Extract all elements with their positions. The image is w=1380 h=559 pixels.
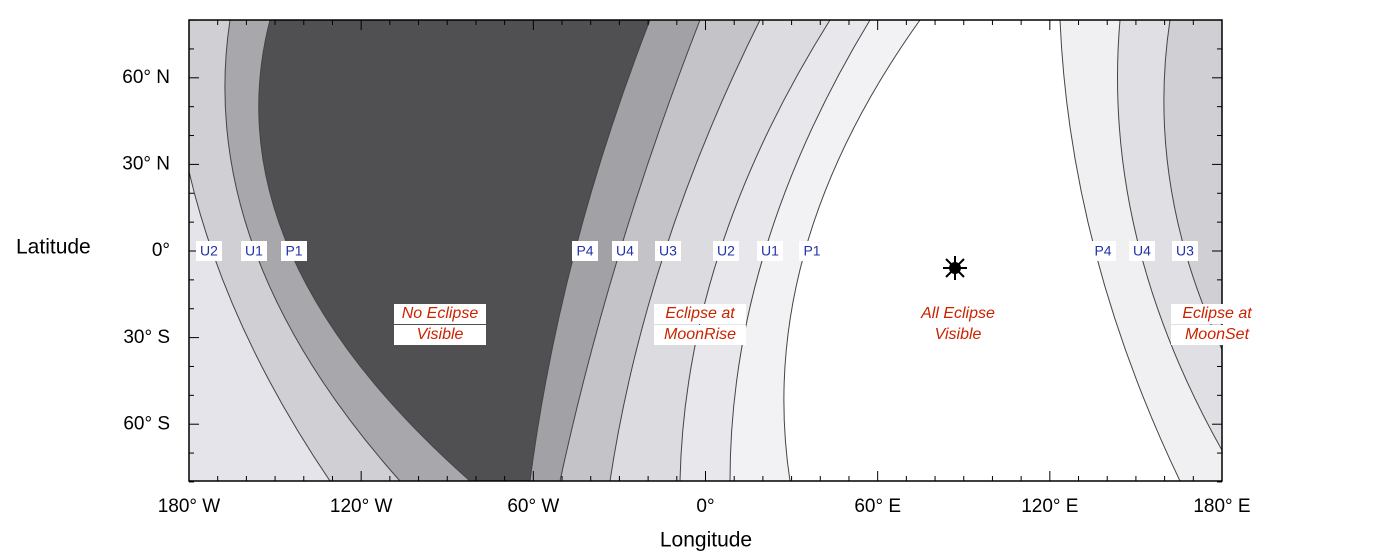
contact-label: U3 — [1176, 243, 1194, 259]
region-label-bg — [912, 304, 1004, 324]
contact-label: P1 — [803, 243, 820, 259]
region-label: All Eclipse — [920, 305, 995, 322]
band — [783, 20, 1180, 481]
y-tick-label: 30° N — [122, 154, 170, 175]
y-tick-label: 60° S — [123, 413, 170, 434]
y-tick-label: 60° N — [122, 67, 170, 88]
region-label: MoonSet — [1185, 326, 1250, 343]
labels: 60° N 30° N 0° 30° S 60° S Latitude 180° W 120°… — [16, 67, 1263, 552]
contact-label: U4 — [1133, 243, 1151, 259]
region-label: Eclipse at — [1182, 305, 1252, 322]
contact-label-bg — [1172, 241, 1198, 261]
tick-marks — [188, 19, 1223, 483]
band — [680, 20, 870, 481]
contact-label: P4 — [1094, 243, 1111, 259]
contact-label: U1 — [761, 243, 779, 259]
contact-label-bg — [713, 241, 739, 261]
region-label: Eclipse at — [665, 305, 735, 322]
region-label-bg — [394, 304, 486, 324]
greatest-eclipse-marker — [943, 256, 967, 280]
x-tick-label: 180° W — [158, 496, 221, 517]
contact-label-bg — [281, 241, 307, 261]
region-label-bg — [1171, 325, 1263, 345]
contact-label-bg — [757, 241, 783, 261]
contact-label: U3 — [659, 243, 677, 259]
band — [258, 20, 650, 481]
region-label: No Eclipse — [402, 305, 479, 322]
contact-label-bg — [196, 241, 222, 261]
contact-label: U2 — [200, 243, 218, 259]
region-label-bg — [654, 304, 746, 324]
x-tick-label: 120° W — [330, 496, 393, 517]
band — [1060, 20, 1222, 481]
region-label-bg — [912, 325, 1004, 345]
x-tick-label: 180° E — [1193, 496, 1250, 517]
x-axis-title: Longitude — [660, 529, 752, 552]
x-tick-label: 60° E — [854, 496, 901, 517]
contact-label: U1 — [245, 243, 263, 259]
band — [1163, 20, 1222, 350]
region-label: Visible — [935, 326, 982, 343]
x-tick-label: 120° E — [1021, 496, 1078, 517]
contact-label-bg — [655, 241, 681, 261]
region-label: Visible — [417, 326, 464, 343]
region-label-bg — [394, 325, 486, 345]
band — [224, 20, 470, 481]
y-tick-label: 0° — [152, 240, 170, 261]
region-label: MoonRise — [664, 326, 736, 343]
region-label-bg — [654, 325, 746, 345]
contact-label-bg — [612, 241, 638, 261]
y-tick-label: 30° S — [123, 327, 170, 348]
contact-label-bg — [1129, 241, 1155, 261]
contact-label-bg — [1090, 241, 1116, 261]
contact-label: P4 — [576, 243, 593, 259]
region-label-bg — [1171, 304, 1263, 324]
y-axis-title: Latitude — [16, 236, 91, 259]
contact-label-bg — [572, 241, 598, 261]
contact-label-bg — [241, 241, 267, 261]
band — [730, 20, 920, 481]
x-tick-label: 60° W — [507, 496, 559, 517]
band — [189, 20, 400, 481]
band — [189, 171, 330, 481]
x-tick-label: 0° — [696, 496, 714, 517]
contact-label: U4 — [616, 243, 634, 259]
contact-label: P1 — [285, 243, 302, 259]
contact-label: U2 — [717, 243, 735, 259]
contact-label-bg — [799, 241, 825, 261]
